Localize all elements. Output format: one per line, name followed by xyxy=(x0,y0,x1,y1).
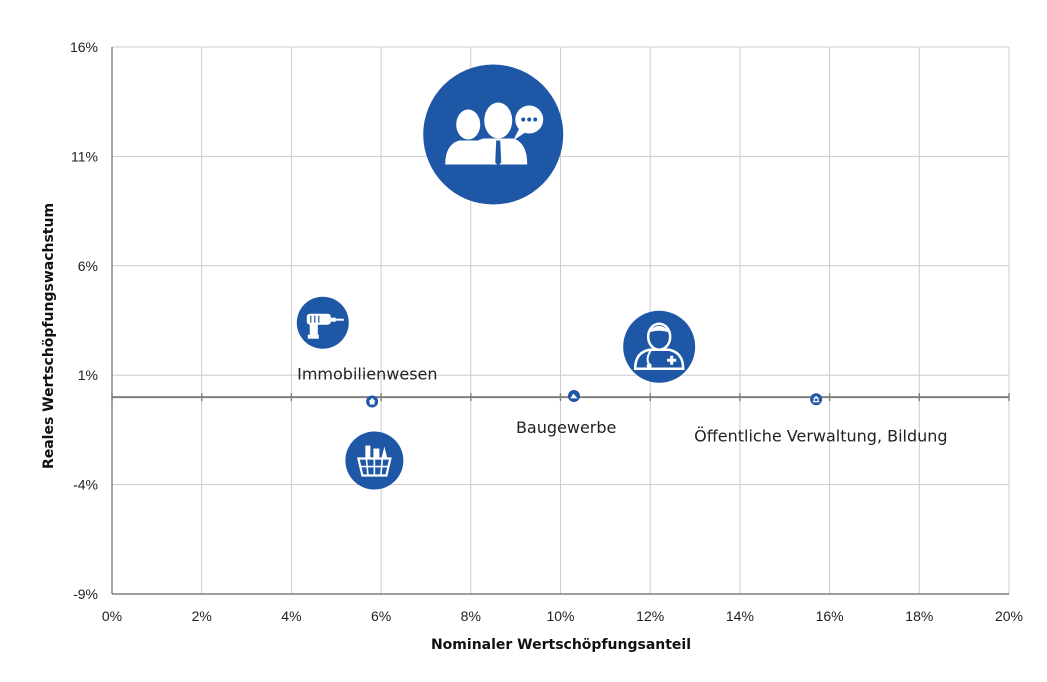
x-tick-label: 16% xyxy=(816,608,844,624)
y-tick-label: -9% xyxy=(73,586,98,602)
doctor-icon xyxy=(633,322,685,371)
bubble-circle xyxy=(623,310,696,383)
construction-icon xyxy=(570,393,578,399)
bubble xyxy=(296,296,349,349)
bubble xyxy=(810,393,823,406)
y-tick-label: 11% xyxy=(71,148,98,164)
x-tick-label: 12% xyxy=(636,608,664,624)
tick-labels: 0% 2% 4% 6% 8% 10% 12% 14% 16% 18% 20% -9% -4% 1% 6% 11… xyxy=(70,39,1023,624)
bubble-circle xyxy=(810,393,823,406)
annotations: Immobilienwesen Baugewerbe Öffentliche Ver… xyxy=(297,364,947,445)
y-axis-title: Reales Wertschöpfungswachstum xyxy=(41,203,57,469)
bubble-label: Baugewerbe xyxy=(516,418,616,437)
government-icon xyxy=(812,395,820,403)
bubble xyxy=(567,389,580,402)
y-tick-label: -4% xyxy=(73,477,98,493)
x-tick-label: 10% xyxy=(546,608,574,624)
people-chat-icon xyxy=(445,102,544,166)
x-tick-label: 6% xyxy=(371,608,391,624)
x-tick-label: 0% xyxy=(102,608,122,624)
bubble xyxy=(345,431,404,490)
bubbles xyxy=(296,64,823,490)
y-tick-label: 6% xyxy=(78,258,98,274)
x-tick-label: 8% xyxy=(461,608,481,624)
bubble-label: Öffentliche Verwaltung, Bildung xyxy=(694,426,947,445)
axes xyxy=(111,47,1010,595)
x-tick-label: 2% xyxy=(192,608,212,624)
y-tick-label: 1% xyxy=(78,367,98,383)
y-tick-label: 16% xyxy=(70,39,98,55)
drill-icon xyxy=(306,313,344,339)
bubble xyxy=(423,64,564,205)
x-axis-title: Nominaler Wertschöpfungsanteil xyxy=(431,637,691,653)
x-tick-label: 14% xyxy=(726,608,754,624)
bubble xyxy=(623,310,696,383)
x-tick-label: 4% xyxy=(281,608,301,624)
bubble xyxy=(366,395,379,408)
house-icon xyxy=(368,397,376,405)
x-tick-label: 18% xyxy=(905,608,933,624)
shopping-basket-icon xyxy=(356,445,392,477)
x-tick-label: 20% xyxy=(995,608,1023,624)
bubble-label: Immobilienwesen xyxy=(297,364,437,383)
